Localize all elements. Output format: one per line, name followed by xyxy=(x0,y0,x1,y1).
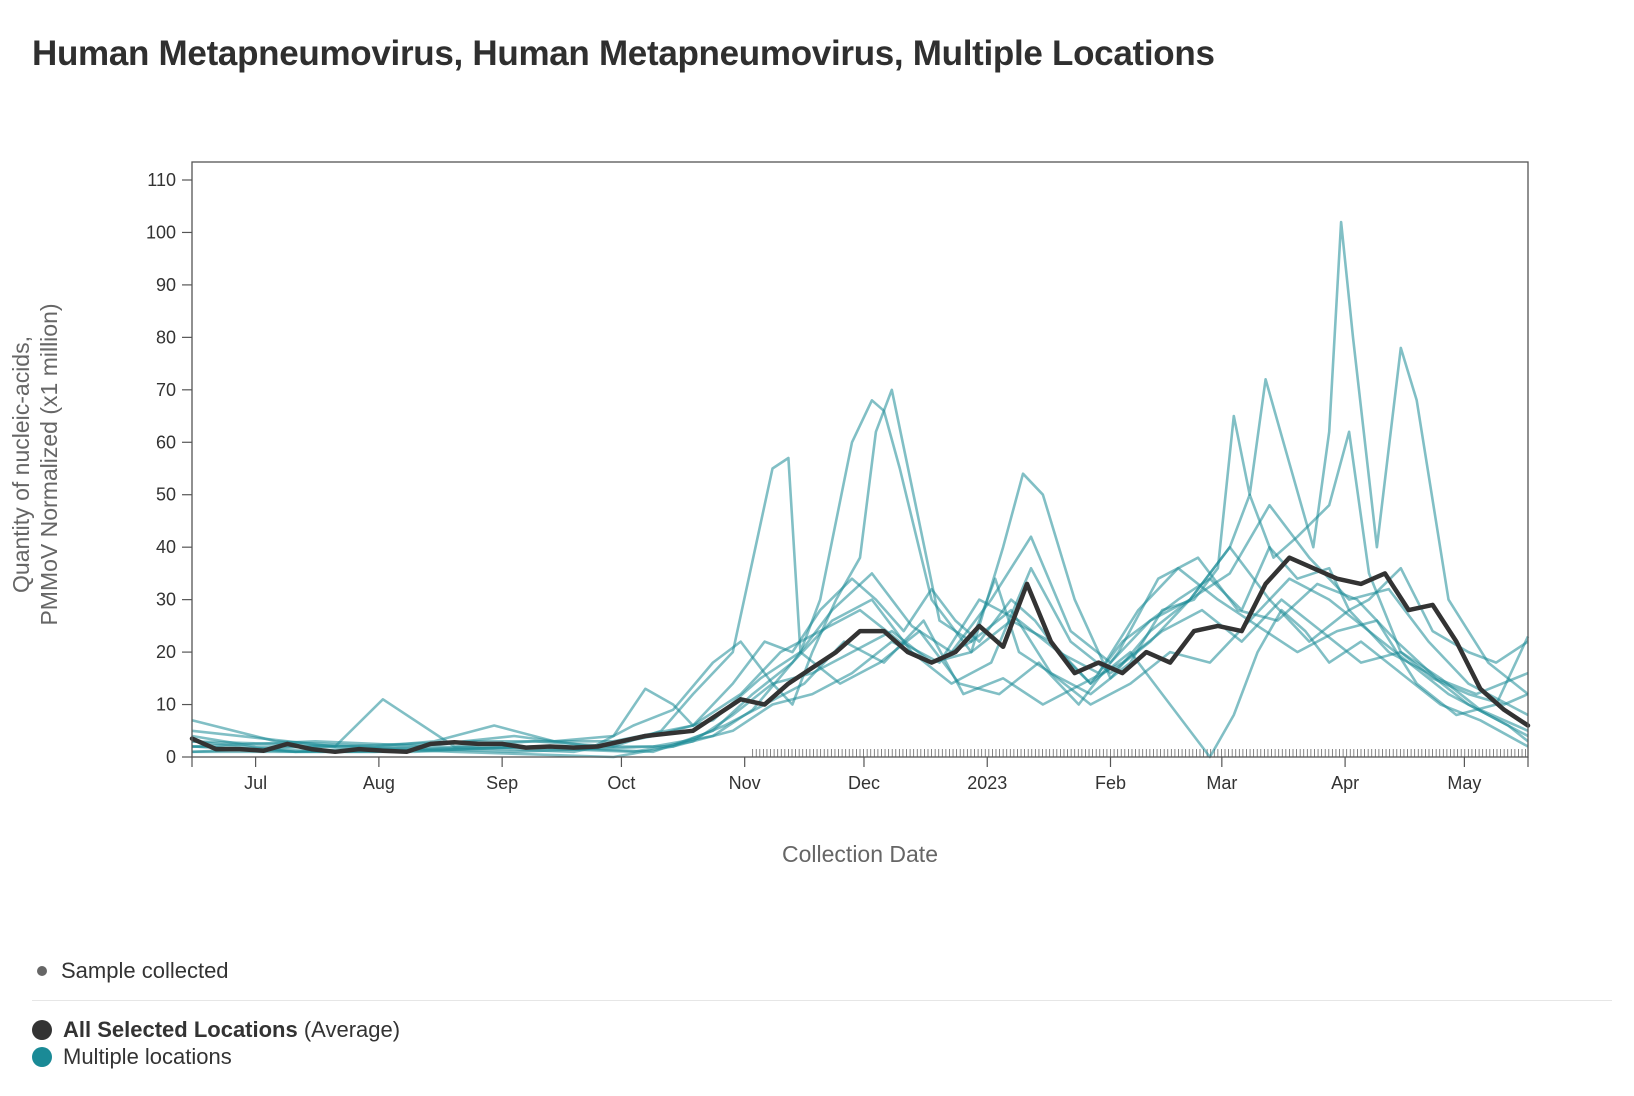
x-axis-title: Collection Date xyxy=(782,841,938,867)
average-series-line[interactable] xyxy=(189,555,1531,755)
x-tick-label: Apr xyxy=(1331,773,1359,793)
x-tick-label: Nov xyxy=(729,773,761,793)
y-tick-label: 70 xyxy=(156,380,176,400)
location-series-line-1[interactable] xyxy=(191,545,1529,748)
x-tick-label: May xyxy=(1447,773,1481,793)
average-legend-label: All Selected Locations xyxy=(63,1016,298,1042)
location-series-line-5[interactable] xyxy=(191,598,1529,759)
y-tick-label: 10 xyxy=(156,695,176,715)
average-series-group xyxy=(189,555,1531,755)
x-tick-label: Feb xyxy=(1095,773,1126,793)
y-tick-label: 0 xyxy=(166,747,176,767)
chart-area: 0 10 20 30 40 50 60 70 80 90 100 110 Jul Aug Sep Oct No… xyxy=(8,161,1531,867)
y-tick-label: 40 xyxy=(156,537,176,557)
x-tick-label: Jul xyxy=(244,773,267,793)
legend-item-locations[interactable]: Multiple locations xyxy=(32,1043,400,1070)
y-tick-label: 90 xyxy=(156,275,176,295)
location-series-group xyxy=(191,220,1530,759)
x-axis: Jul Aug Sep Oct Nov Dec 2023 Feb Mar Apr May xyxy=(191,749,1529,793)
x-tick-label: 2023 xyxy=(967,773,1007,793)
locations-legend-label: Multiple locations xyxy=(63,1043,232,1069)
y-tick-label: 100 xyxy=(146,222,176,242)
x-tick-label: Mar xyxy=(1206,773,1237,793)
y-axis: 0 10 20 30 40 50 60 70 80 90 100 110 xyxy=(146,170,192,767)
y-tick-label: 30 xyxy=(156,590,176,610)
locations-swatch-icon xyxy=(32,1046,52,1067)
location-series-line-3[interactable] xyxy=(191,220,1529,754)
average-swatch-icon xyxy=(32,1019,52,1040)
y-tick-label: 80 xyxy=(156,327,176,347)
sample-legend: Sample collected xyxy=(32,958,229,984)
y-tick-label: 60 xyxy=(156,432,176,452)
x-tick-label: Dec xyxy=(848,773,880,793)
x-tick-label: Aug xyxy=(363,773,395,793)
sample-legend-label: Sample collected xyxy=(61,958,229,983)
location-series-line-7[interactable] xyxy=(191,545,1529,754)
legend-divider xyxy=(32,1000,1612,1001)
plot-frame xyxy=(191,161,1529,758)
x-tick-label: Sep xyxy=(486,773,518,793)
y-tick-label: 110 xyxy=(147,170,176,190)
location-series-line-9[interactable] xyxy=(191,566,1530,748)
y-tick-label: 50 xyxy=(156,485,176,505)
x-tick-label: Oct xyxy=(607,773,635,793)
series-legend: All Selected Locations (Average) Multipl… xyxy=(32,1016,400,1070)
y-tick-label: 20 xyxy=(156,642,176,662)
page-title: Human Metapneumovirus, Human Metapneumov… xyxy=(32,34,1215,73)
y-axis-title-line1: Quantity of nucleic-acids, xyxy=(8,336,34,593)
legend-item-average[interactable]: All Selected Locations (Average) xyxy=(32,1016,400,1043)
sample-dot-icon xyxy=(37,966,47,976)
y-axis-title-line2: PMMoV Normalized (x1 million) xyxy=(36,303,62,625)
average-legend-suffix: (Average) xyxy=(303,1016,401,1042)
